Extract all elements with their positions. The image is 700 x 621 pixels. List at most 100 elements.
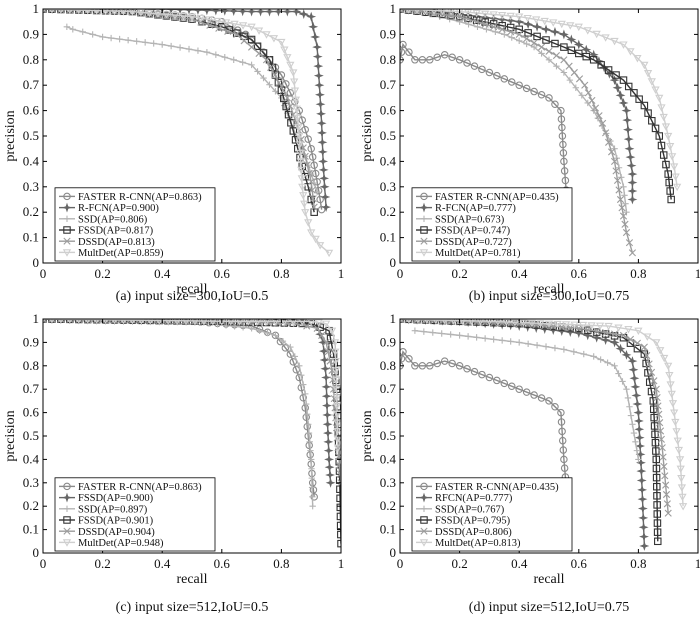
y-tick-label: 0.6: [23, 405, 40, 420]
x-tick-label: 0.4: [154, 266, 171, 281]
data-point: [649, 405, 658, 414]
data-point: [557, 106, 565, 115]
data-point: [324, 462, 335, 473]
y-tick-label: 0.4: [23, 451, 40, 466]
data-point: [631, 390, 642, 401]
y-tick-label: 0.4: [380, 153, 397, 168]
data-point: [524, 29, 532, 37]
data-point: [221, 54, 228, 61]
data-point: [644, 109, 652, 117]
data-point: [498, 12, 507, 20]
data-point: [155, 319, 163, 325]
data-point: [116, 35, 123, 43]
data-point: [266, 81, 273, 88]
data-point: [322, 419, 333, 430]
data-point: [497, 319, 508, 330]
data-point: [667, 390, 676, 399]
data-point: [626, 48, 635, 56]
data-point: [654, 402, 662, 410]
data-point: [640, 101, 649, 110]
data-point: [530, 39, 538, 47]
data-point: [633, 447, 641, 454]
data-point: [614, 324, 623, 332]
x-tick-label: 0.2: [451, 556, 467, 571]
data-point: [538, 50, 545, 57]
data-point: [581, 44, 592, 55]
data-point: [292, 105, 301, 114]
data-point: [330, 339, 340, 347]
data-point: [313, 324, 321, 332]
data-point: [336, 470, 341, 478]
data-point: [481, 335, 489, 342]
data-point: [655, 410, 663, 418]
legend-marker: [62, 202, 72, 213]
data-point: [651, 430, 659, 439]
data-point: [593, 327, 601, 335]
data-point: [337, 479, 341, 487]
y-tick-label: 0.2: [23, 498, 39, 513]
data-point: [634, 424, 645, 435]
data-point: [184, 9, 194, 15]
x-tick-label: 0.8: [273, 266, 289, 281]
legend-item: DSSD(AP=0.813): [59, 237, 155, 248]
data-point: [635, 95, 643, 103]
data-point: [298, 371, 305, 379]
data-point: [447, 331, 454, 338]
data-point: [626, 335, 635, 343]
data-point: [294, 123, 303, 132]
data-point: [206, 21, 214, 29]
data-point: [303, 400, 310, 408]
data-point: [657, 104, 666, 112]
data-point: [675, 456, 685, 464]
series-line: [66, 26, 318, 193]
data-point: [500, 75, 509, 83]
x-tick-label: 0.8: [630, 266, 646, 281]
data-point: [650, 413, 658, 422]
data-point: [43, 9, 47, 13]
data-point: [333, 411, 341, 419]
data-point: [433, 53, 441, 62]
data-point: [625, 152, 636, 163]
legend-label: SSD(AP=0.767): [435, 504, 505, 515]
y-tick-label: 0.5: [380, 428, 396, 443]
y-tick-label: 0.8: [23, 358, 39, 373]
legend: FASTER R-CNN(AP=0.435)R-FCN(AP=0.777)SSD…: [411, 187, 573, 262]
data-point: [327, 327, 337, 336]
data-point: [633, 407, 644, 418]
data-point: [325, 470, 335, 480]
legend-item: FASTER R-CNN(AP=0.435): [416, 482, 559, 493]
data-point: [630, 429, 638, 437]
data-point: [291, 9, 302, 17]
legend: FASTER R-CNN(AP=0.863)R-FCN(AP=0.900)SSD…: [54, 187, 216, 262]
data-point: [84, 9, 91, 15]
data-point: [551, 344, 559, 352]
data-point: [581, 81, 589, 89]
data-point: [619, 212, 628, 220]
series-5: [400, 9, 682, 192]
data-point: [456, 13, 464, 21]
data-point: [572, 84, 580, 91]
y-tick-label: 0.3: [380, 179, 396, 194]
data-point: [253, 42, 262, 51]
data-point: [553, 320, 562, 329]
data-point: [256, 327, 263, 334]
x-axis-label: recall: [533, 282, 564, 297]
data-point: [58, 319, 64, 324]
data-point: [314, 186, 323, 195]
y-tick-label: 0: [390, 545, 397, 560]
data-point: [635, 441, 646, 451]
legend-label: FASTER R-CNN(AP=0.863): [78, 192, 202, 203]
data-point: [322, 410, 333, 420]
legend-box: [54, 477, 216, 552]
data-point: [559, 446, 568, 454]
data-point: [119, 9, 128, 16]
data-point: [537, 394, 546, 402]
data-point: [532, 16, 541, 24]
data-point: [610, 330, 619, 338]
legend-label: R-FCN(AP=0.777): [435, 203, 516, 214]
data-point: [286, 61, 295, 70]
data-point: [262, 31, 271, 39]
legend-marker: [62, 539, 72, 547]
legend: FASTER R-CNN(AP=0.435)RFCN(AP=0.777)SSD(…: [411, 477, 573, 552]
data-point: [213, 17, 222, 26]
